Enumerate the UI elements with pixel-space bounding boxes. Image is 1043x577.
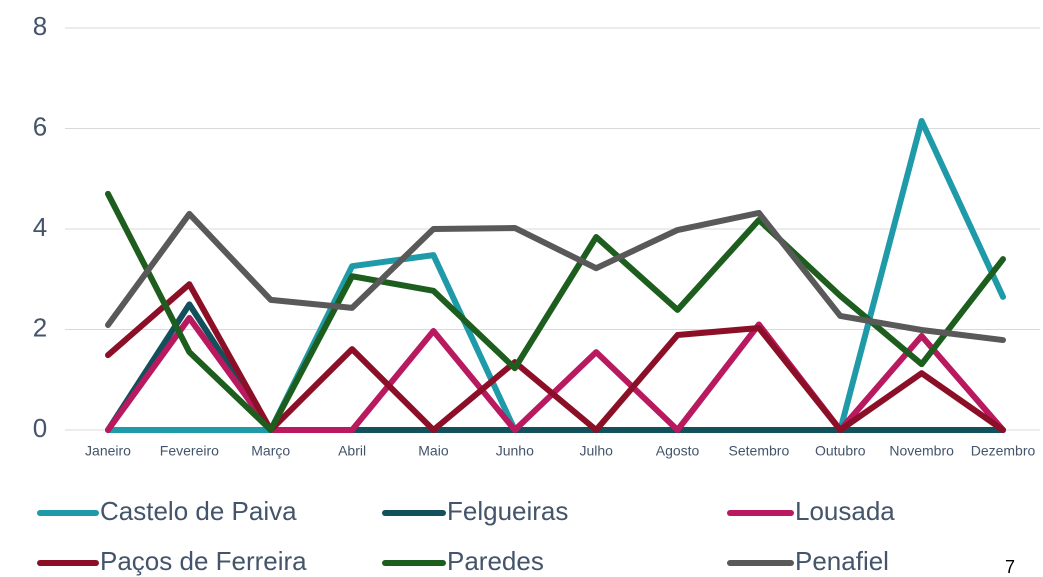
x-tick-label: Março (251, 443, 290, 459)
x-tick-label: Dezembro (971, 443, 1036, 459)
legend-label: Castelo de Paiva (100, 496, 297, 526)
legend-label: Felgueiras (447, 496, 568, 526)
y-tick-label: 0 (33, 413, 47, 443)
x-tick-label: Agosto (656, 443, 700, 459)
y-tick-label: 4 (33, 212, 47, 242)
x-tick-label: Abril (338, 443, 366, 459)
y-tick-label: 8 (33, 11, 47, 41)
x-tick-label: Julho (579, 443, 613, 459)
series-line (105, 209, 1006, 344)
y-tick-label: 6 (33, 111, 47, 141)
x-tick-label: Janeiro (85, 443, 131, 459)
series-line (105, 281, 1006, 433)
legend-label: Lousada (795, 496, 895, 526)
x-tick-label: Novembro (889, 443, 954, 459)
x-tick-label: Outubro (815, 443, 866, 459)
legend-label: Paços de Ferreira (100, 546, 307, 576)
page-number: 7 (1005, 557, 1015, 577)
legend-label: Paredes (447, 546, 544, 576)
x-tick-label: Junho (496, 443, 534, 459)
x-tick-label: Maio (418, 443, 449, 459)
legend-label: Penafiel (795, 546, 889, 576)
series-line (105, 190, 1006, 433)
y-tick-label: 2 (33, 312, 47, 342)
x-tick-label: Fevereiro (160, 443, 219, 459)
x-tick-label: Setembro (729, 443, 790, 459)
